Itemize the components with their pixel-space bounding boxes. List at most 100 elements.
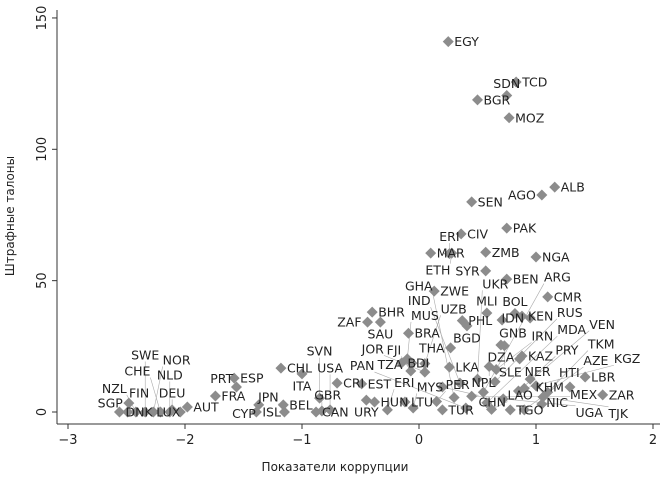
- point-label: MEX: [570, 387, 598, 402]
- point-label: KGZ: [614, 351, 640, 366]
- point-label: CRI: [343, 376, 364, 391]
- point-label: IRN: [531, 328, 553, 343]
- point-label: AGO: [508, 188, 536, 203]
- point-marker: [536, 398, 548, 410]
- point-label: NER: [525, 364, 551, 379]
- point-label: THA: [418, 340, 445, 355]
- point-label: HTI: [559, 365, 580, 380]
- label-leader-line: [477, 290, 483, 380]
- point-marker: [503, 112, 515, 124]
- label-leader-line: [547, 350, 589, 393]
- point-marker: [446, 247, 458, 259]
- y-tick-label: 150: [35, 6, 50, 31]
- point-marker: [530, 251, 542, 263]
- x-tick-label: −3: [58, 433, 77, 448]
- point-label: SLE: [499, 365, 522, 380]
- point-label: LBR: [591, 370, 616, 385]
- point-label: SEN: [478, 194, 503, 209]
- point-label: PHL: [468, 313, 492, 328]
- point-label: UGA: [575, 405, 603, 420]
- point-marker: [425, 247, 437, 259]
- point-label: ZAF: [337, 315, 361, 330]
- point-label: MDA: [557, 322, 586, 337]
- x-tick-label: 1: [532, 433, 540, 448]
- point-label: BRA: [414, 326, 440, 341]
- label-leader-line: [374, 371, 466, 409]
- point-marker: [512, 385, 524, 397]
- point-marker: [436, 381, 448, 393]
- point-label: BEN: [513, 272, 539, 287]
- point-marker: [542, 291, 554, 303]
- y-tick-label: 100: [35, 137, 50, 162]
- point-marker: [597, 389, 609, 401]
- point-label: VEN: [589, 317, 615, 332]
- point-label: TKM: [587, 337, 615, 352]
- point-marker: [496, 314, 508, 326]
- label-leader-line: [486, 335, 558, 404]
- point-labels-layer: EGY SEN PAK NGA ZWE TCD BGR MOZ ALB AGO ZMB BEN CMR B…: [98, 34, 641, 421]
- point-label: KEN: [528, 309, 553, 324]
- point-label: JOR: [361, 341, 385, 356]
- point-label: IND: [408, 293, 431, 308]
- point-label: MOZ: [515, 110, 544, 125]
- point-label: IDN: [501, 310, 524, 325]
- label-leader-line: [524, 366, 584, 411]
- point-label: CHL: [287, 361, 312, 376]
- point-marker: [139, 406, 151, 418]
- point-label: NGA: [542, 250, 570, 265]
- point-label: AUT: [193, 400, 219, 415]
- point-marker: [477, 386, 489, 398]
- point-marker: [466, 196, 478, 208]
- point-label: EGY: [454, 34, 479, 49]
- point-marker: [518, 404, 530, 416]
- point-marker: [130, 406, 142, 418]
- label-leader-line: [424, 315, 441, 364]
- point-marker: [399, 396, 411, 408]
- point-marker: [579, 371, 591, 383]
- point-marker: [498, 340, 510, 352]
- point-label: GHA: [405, 279, 433, 294]
- point-marker: [122, 406, 134, 418]
- point-marker: [481, 307, 493, 319]
- point-marker: [442, 36, 454, 48]
- point-label: ZWE: [440, 284, 469, 299]
- point-marker: [454, 377, 466, 389]
- point-label: LUX: [156, 405, 180, 420]
- label-leader-line: [432, 292, 455, 398]
- point-marker: [516, 310, 528, 322]
- point-label: FIN: [129, 386, 149, 401]
- point-label: MYS: [417, 379, 443, 394]
- point-label: ERI: [394, 375, 414, 390]
- point-label: NOR: [163, 352, 191, 367]
- point-marker: [536, 189, 548, 201]
- point-label: SAU: [367, 327, 393, 342]
- point-marker: [360, 394, 372, 406]
- point-label: MUS: [411, 308, 439, 323]
- point-label: NZL: [102, 381, 127, 396]
- point-marker: [431, 395, 443, 407]
- point-marker: [514, 353, 526, 365]
- point-label: RUS: [557, 305, 583, 320]
- point-marker: [228, 372, 240, 384]
- point-marker: [366, 306, 378, 318]
- point-marker: [472, 373, 483, 385]
- point-marker: [374, 316, 386, 328]
- point-marker: [501, 222, 513, 234]
- point-label: ERI: [439, 229, 459, 244]
- point-label: PAN: [350, 358, 375, 373]
- point-marker: [489, 376, 501, 388]
- label-leader-line: [153, 366, 163, 413]
- point-marker: [501, 89, 513, 101]
- point-marker: [356, 378, 368, 390]
- point-label: CAN: [322, 405, 349, 420]
- point-marker: [564, 381, 576, 393]
- point-label: ISL: [262, 405, 281, 420]
- point-label: LTU: [411, 395, 433, 410]
- point-marker: [314, 392, 326, 404]
- point-label: ZAR: [609, 387, 635, 402]
- point-marker: [275, 362, 287, 374]
- point-marker: [486, 403, 498, 415]
- x-tick-label: 0: [415, 433, 423, 448]
- point-label: ARG: [544, 270, 571, 285]
- point-marker: [461, 320, 473, 332]
